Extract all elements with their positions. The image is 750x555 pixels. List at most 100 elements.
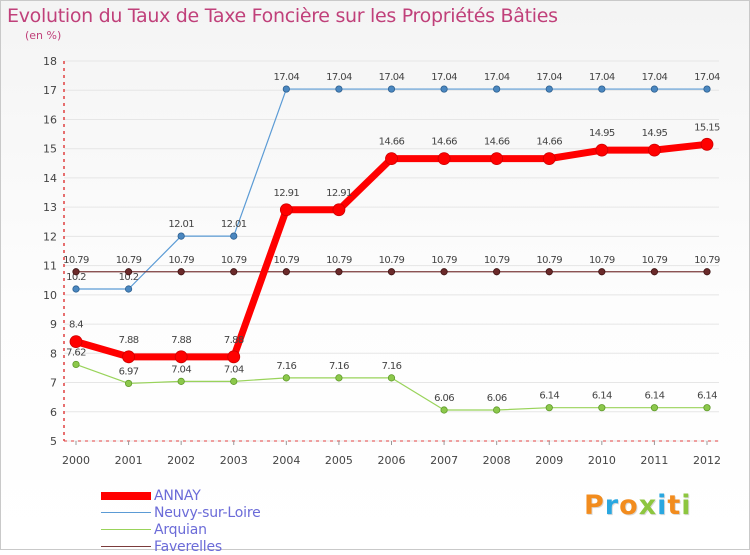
series-line-annay — [75, 140, 708, 361]
data-point-arquian — [387, 374, 396, 382]
data-label-arquian: 7.04 — [224, 364, 244, 375]
data-label-arquian: 6.06 — [434, 393, 454, 404]
x-tick-label: 2001 — [115, 454, 143, 467]
data-label-annay: 8.4 — [69, 320, 83, 331]
data-label-neuvy-sur-loire: 17.04 — [431, 72, 457, 83]
logo-letter: o — [619, 490, 639, 521]
y-axis-unit: (en %) — [25, 29, 62, 42]
data-label-annay: 15.15 — [694, 122, 720, 133]
y-tick-label: 12 — [43, 230, 57, 243]
data-label-faverelles: 10.79 — [221, 255, 247, 266]
data-point-neuvy-sur-loire — [598, 85, 606, 93]
data-point-neuvy-sur-loire — [335, 85, 343, 93]
data-point-faverelles — [387, 268, 396, 276]
legend-item-faverelles: Faverelles — [101, 538, 261, 555]
x-tick-label: 2005 — [325, 454, 353, 467]
data-label-annay: 7.88 — [119, 335, 139, 346]
data-point-annay — [69, 335, 83, 349]
x-tick-label: 2010 — [588, 454, 616, 467]
data-point-faverelles — [335, 268, 343, 276]
data-label-annay: 14.66 — [536, 137, 562, 148]
data-label-neuvy-sur-loire: 17.04 — [484, 72, 510, 83]
legend-swatch-neuvy-sur-loire — [101, 512, 151, 513]
proxiti-logo: Proxiti — [584, 490, 692, 521]
data-label-faverelles: 10.79 — [694, 255, 720, 266]
data-label-arquian: 6.97 — [119, 366, 139, 377]
logo-letter: P — [584, 490, 605, 521]
data-label-neuvy-sur-loire: 10.2 — [66, 272, 86, 283]
data-point-arquian — [177, 377, 185, 385]
y-tick-label: 6 — [50, 406, 57, 419]
data-label-annay: 7.88 — [171, 335, 191, 346]
data-label-neuvy-sur-loire: 17.04 — [589, 72, 615, 83]
legend-swatch-arquian — [101, 529, 151, 530]
data-label-faverelles: 10.79 — [536, 255, 562, 266]
y-tick-label: 16 — [43, 113, 57, 126]
legend-label-annay: ANNAY — [154, 487, 201, 504]
data-point-faverelles — [703, 268, 711, 276]
data-point-faverelles — [650, 268, 659, 276]
x-tick-label: 2008 — [483, 454, 511, 467]
legend-label-arquian: Arquian — [154, 521, 207, 538]
data-label-annay: 14.95 — [589, 128, 615, 139]
x-tick-label: 2007 — [430, 454, 458, 467]
data-point-faverelles — [124, 268, 133, 276]
data-label-arquian: 6.06 — [487, 393, 507, 404]
data-point-faverelles — [493, 268, 501, 276]
data-point-arquian — [230, 377, 238, 385]
y-tick-label: 15 — [43, 143, 57, 156]
data-point-arquian — [124, 379, 133, 388]
data-point-arquian — [282, 374, 290, 382]
data-label-faverelles: 10.79 — [326, 255, 352, 266]
data-label-annay: 7.88 — [224, 335, 244, 346]
legend-swatch-faverelles — [101, 546, 151, 547]
data-point-arquian — [335, 374, 343, 382]
logo-letter: i — [681, 490, 692, 521]
data-point-neuvy-sur-loire — [650, 85, 659, 93]
x-tick-label: 2002 — [167, 454, 195, 467]
data-point-arquian — [545, 404, 553, 412]
data-label-neuvy-sur-loire: 17.04 — [694, 72, 720, 83]
data-point-neuvy-sur-loire — [124, 285, 133, 293]
legend: ANNAY Neuvy-sur-Loire Arquian Faverelles — [101, 487, 261, 555]
data-label-faverelles: 10.79 — [116, 255, 142, 266]
x-tick-label: 2011 — [640, 454, 668, 467]
data-point-arquian — [72, 360, 80, 369]
data-label-arquian: 6.14 — [697, 391, 717, 402]
data-point-faverelles — [598, 268, 606, 276]
data-point-neuvy-sur-loire — [230, 232, 238, 240]
data-point-annay — [279, 203, 293, 217]
logo-letter: i — [657, 490, 668, 521]
y-tick-label: 7 — [50, 377, 57, 390]
y-tick-label: 18 — [43, 55, 57, 68]
data-label-faverelles: 10.79 — [431, 255, 457, 266]
data-point-arquian — [650, 404, 659, 412]
data-label-faverelles: 10.79 — [63, 255, 89, 266]
data-label-annay: 14.66 — [431, 137, 457, 148]
data-point-neuvy-sur-loire — [493, 85, 501, 93]
data-point-faverelles — [282, 268, 290, 276]
data-point-arquian — [440, 406, 448, 414]
y-tick-label: 11 — [43, 260, 57, 273]
data-point-neuvy-sur-loire — [703, 85, 711, 93]
data-point-annay — [332, 203, 346, 217]
data-label-arquian: 7.16 — [329, 361, 349, 372]
chart-title: Evolution du Taux de Taxe Foncière sur l… — [7, 5, 558, 27]
data-label-neuvy-sur-loire: 17.04 — [326, 72, 352, 83]
y-tick-label: 5 — [50, 435, 57, 448]
data-label-arquian: 7.16 — [382, 361, 402, 372]
data-label-annay: 12.91 — [274, 188, 300, 199]
data-point-arquian — [703, 404, 711, 412]
y-tick-label: 10 — [43, 289, 57, 302]
x-tick-label: 2000 — [62, 454, 90, 467]
legend-item-annay: ANNAY — [101, 487, 261, 504]
data-point-neuvy-sur-loire — [545, 85, 553, 93]
data-point-neuvy-sur-loire — [177, 232, 185, 240]
data-point-annay — [542, 152, 556, 166]
y-tick-label: 9 — [50, 318, 57, 331]
data-label-faverelles: 10.79 — [168, 255, 194, 266]
legend-label-neuvy-sur-loire: Neuvy-sur-Loire — [154, 504, 261, 521]
data-point-annay — [227, 350, 241, 364]
